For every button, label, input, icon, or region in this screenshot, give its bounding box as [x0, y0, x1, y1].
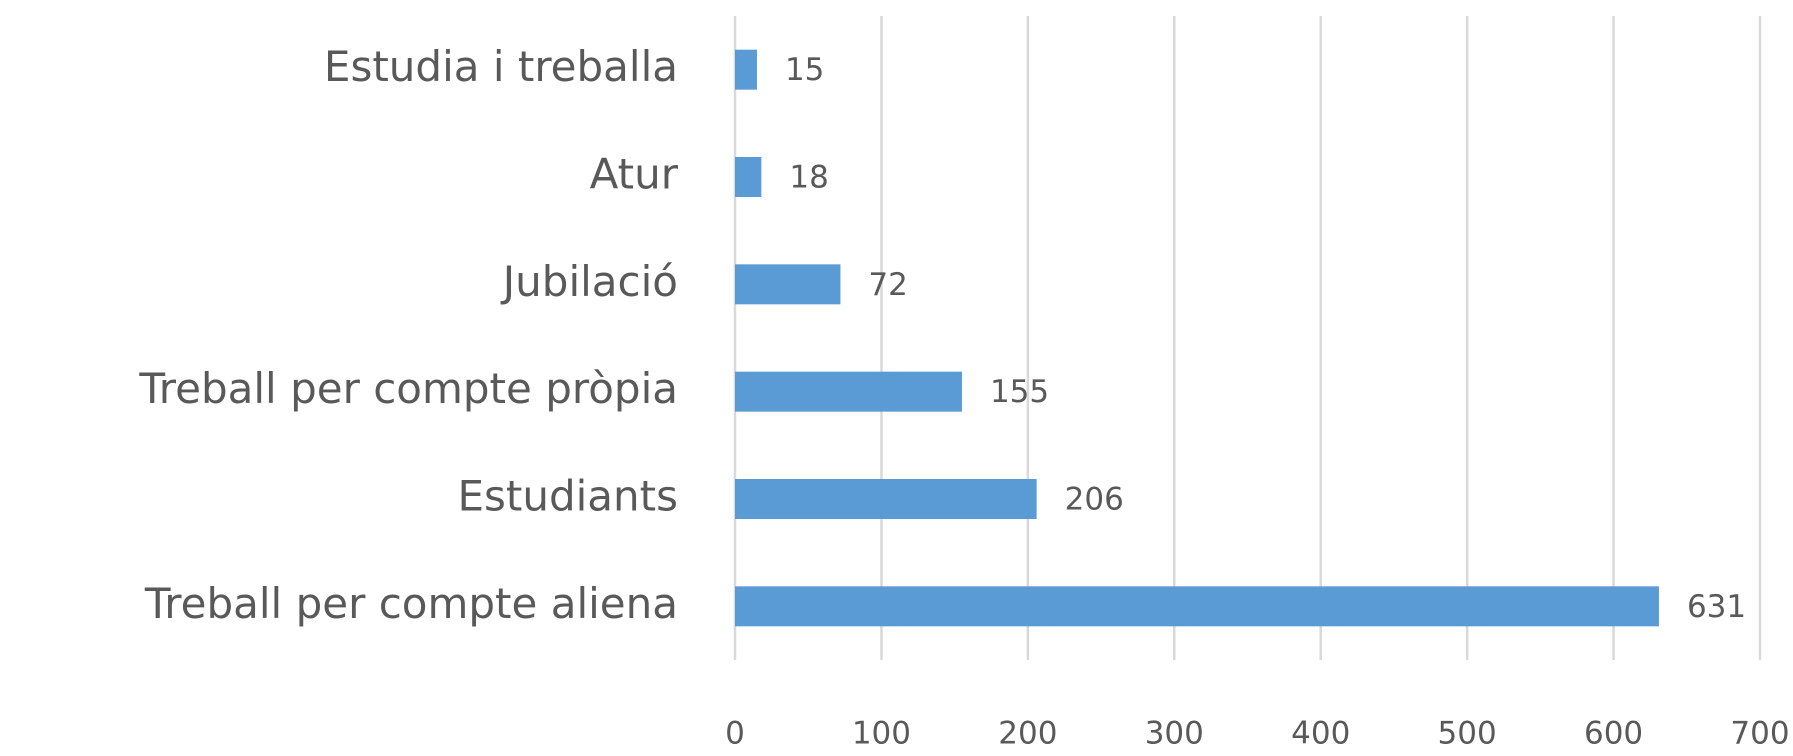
- value-label: 155: [990, 374, 1049, 410]
- y-tick-label: Treball per compte pròpia: [138, 364, 678, 413]
- y-tick-label: Jubilació: [500, 257, 678, 306]
- x-tick-label: 600: [1584, 716, 1643, 752]
- y-tick-label: Estudiants: [457, 472, 678, 521]
- y-tick-label: Treball per compte aliena: [144, 579, 678, 628]
- value-label: 631: [1687, 589, 1746, 625]
- bar: [735, 157, 762, 197]
- bar: [735, 479, 1037, 519]
- value-label: 18: [789, 160, 828, 196]
- y-tick-label: Atur: [590, 150, 679, 199]
- bar: [735, 49, 757, 90]
- value-label: 206: [1065, 482, 1124, 518]
- x-tick-label: 100: [852, 716, 911, 752]
- x-tick-label: 500: [1438, 716, 1497, 752]
- bar: [735, 586, 1659, 627]
- bar: [735, 264, 841, 305]
- x-tick-label: 700: [1730, 716, 1789, 752]
- y-tick-label: Estudia i treballa: [324, 42, 678, 91]
- x-tick-label: 0: [725, 716, 745, 752]
- value-label: 72: [868, 267, 907, 303]
- x-tick-label: 400: [1291, 716, 1350, 752]
- value-label: 15: [785, 52, 824, 88]
- x-tick-label: 300: [1145, 716, 1204, 752]
- x-tick-label: 200: [998, 716, 1057, 752]
- bar: [735, 371, 962, 412]
